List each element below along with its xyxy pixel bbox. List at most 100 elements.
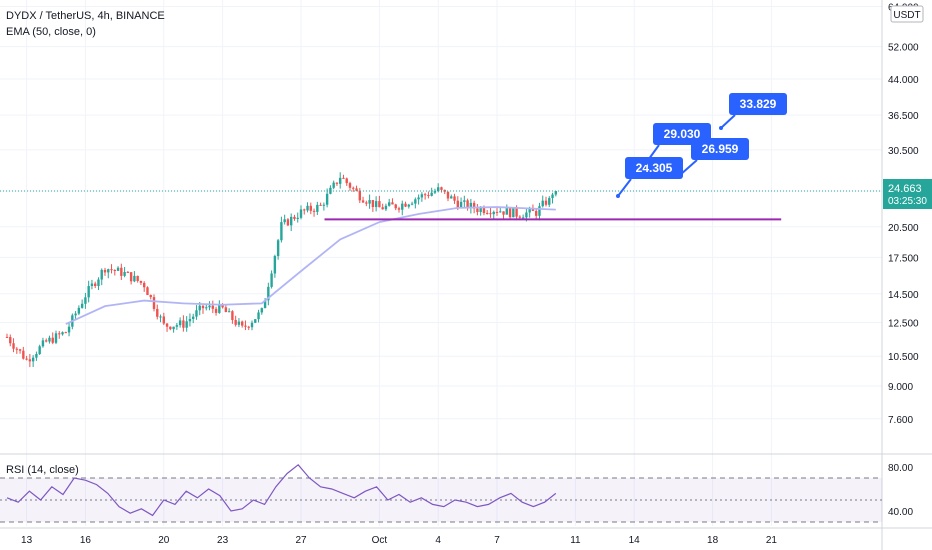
currency-unit-box[interactable]	[890, 5, 924, 23]
candle-body	[35, 354, 38, 358]
candle-body	[208, 305, 211, 308]
candle-body	[254, 319, 257, 323]
target-label-3[interactable]: 33.829	[740, 97, 777, 111]
target-pointer	[679, 159, 698, 176]
candle-body	[45, 340, 48, 342]
candle-body	[58, 333, 61, 335]
candle-body	[185, 321, 188, 328]
candle-body	[342, 177, 345, 179]
candle-body	[548, 198, 551, 205]
candle-body	[394, 204, 397, 209]
candle-body	[544, 200, 548, 205]
candle-body	[31, 357, 35, 362]
candle-body	[54, 333, 58, 343]
candle-body	[404, 203, 407, 207]
candle-body	[538, 206, 541, 216]
price-tick-label: 10.500	[888, 352, 919, 363]
candle-body	[149, 295, 152, 298]
candle-body	[227, 311, 231, 313]
candle-body	[417, 197, 420, 200]
candle-body	[123, 271, 126, 276]
candle-body	[502, 211, 505, 215]
price-tick-label: 36.500	[888, 111, 919, 122]
candle-body	[332, 182, 335, 188]
candle-body	[156, 308, 159, 317]
candle-body	[293, 216, 296, 219]
candle-body	[103, 269, 107, 273]
candle-body	[479, 208, 482, 212]
candle-body	[133, 275, 136, 282]
candle-body	[531, 208, 535, 211]
candle-body	[450, 196, 453, 199]
candle-body	[368, 200, 371, 204]
candle-body	[358, 190, 361, 201]
candle-body	[139, 280, 143, 283]
candle-body	[525, 212, 528, 218]
candle-body	[446, 191, 450, 199]
candle-body	[120, 267, 123, 276]
candle-body	[61, 332, 64, 335]
candle-body	[80, 303, 84, 308]
candle-body	[309, 205, 312, 211]
candle-body	[110, 269, 113, 271]
candle-body	[486, 213, 489, 215]
target-label-box[interactable]	[729, 93, 787, 115]
candle-body	[365, 202, 368, 204]
candle-body	[407, 204, 410, 207]
candle-body	[41, 340, 45, 347]
candle-body	[276, 240, 280, 257]
time-tick-label: 13	[21, 535, 33, 546]
target-label-2[interactable]: 26.959	[702, 142, 739, 156]
target-pointer	[645, 144, 660, 164]
currency-unit-label[interactable]: USDT	[893, 10, 920, 21]
candle-body	[541, 200, 544, 207]
target-label-0[interactable]: 24.305	[636, 161, 673, 175]
time-tick-label: 23	[217, 535, 229, 546]
candle-body	[512, 208, 515, 218]
ema-indicator-label[interactable]: EMA (50, close, 0)	[6, 26, 96, 38]
candle-body	[469, 202, 473, 209]
candle-body	[48, 337, 51, 342]
candle-body	[234, 319, 237, 325]
bar-countdown: 03:25:30	[888, 196, 927, 207]
candle-body	[195, 310, 198, 317]
candle-body	[162, 316, 165, 324]
candle-body	[290, 216, 293, 226]
candle-body	[521, 217, 525, 219]
target-label-box[interactable]	[625, 157, 683, 179]
rsi-indicator-label[interactable]: RSI (14, close)	[6, 464, 79, 476]
candle-body	[280, 222, 283, 241]
candle-body	[286, 219, 290, 226]
price-tick-label: 9.000	[888, 382, 913, 393]
candle-body	[250, 322, 254, 328]
target-anchor	[719, 126, 723, 130]
candle-body	[352, 187, 355, 189]
candle-body	[316, 204, 319, 212]
candle-body	[182, 320, 185, 328]
target-label-box[interactable]	[691, 138, 749, 160]
candle-body	[87, 286, 90, 298]
rsi-tick-label: 40.00	[888, 507, 913, 518]
candle-body	[299, 209, 303, 218]
candle-body	[267, 286, 270, 301]
candle-body	[410, 203, 414, 205]
candle-body	[241, 321, 244, 326]
price-tick-label: 7.600	[888, 415, 913, 426]
candle-body	[116, 267, 120, 271]
candle-body	[319, 204, 322, 206]
candle-body	[381, 207, 384, 210]
candle-body	[247, 326, 250, 328]
candle-body	[466, 200, 469, 209]
chart-header: DYDX / TetherUS, 4h, BINANCE EMA (50, cl…	[6, 8, 165, 40]
candle-body	[9, 337, 12, 344]
candle-body	[499, 211, 502, 213]
candle-body	[423, 194, 427, 196]
candle-body	[51, 337, 54, 343]
candle-body	[224, 307, 228, 313]
candle-body	[296, 217, 299, 219]
candle-body	[489, 213, 492, 215]
price-tick-label: 14.500	[888, 290, 919, 301]
price-tick-label: 17.500	[888, 253, 919, 264]
target-label-1[interactable]: 29.030	[664, 127, 701, 141]
